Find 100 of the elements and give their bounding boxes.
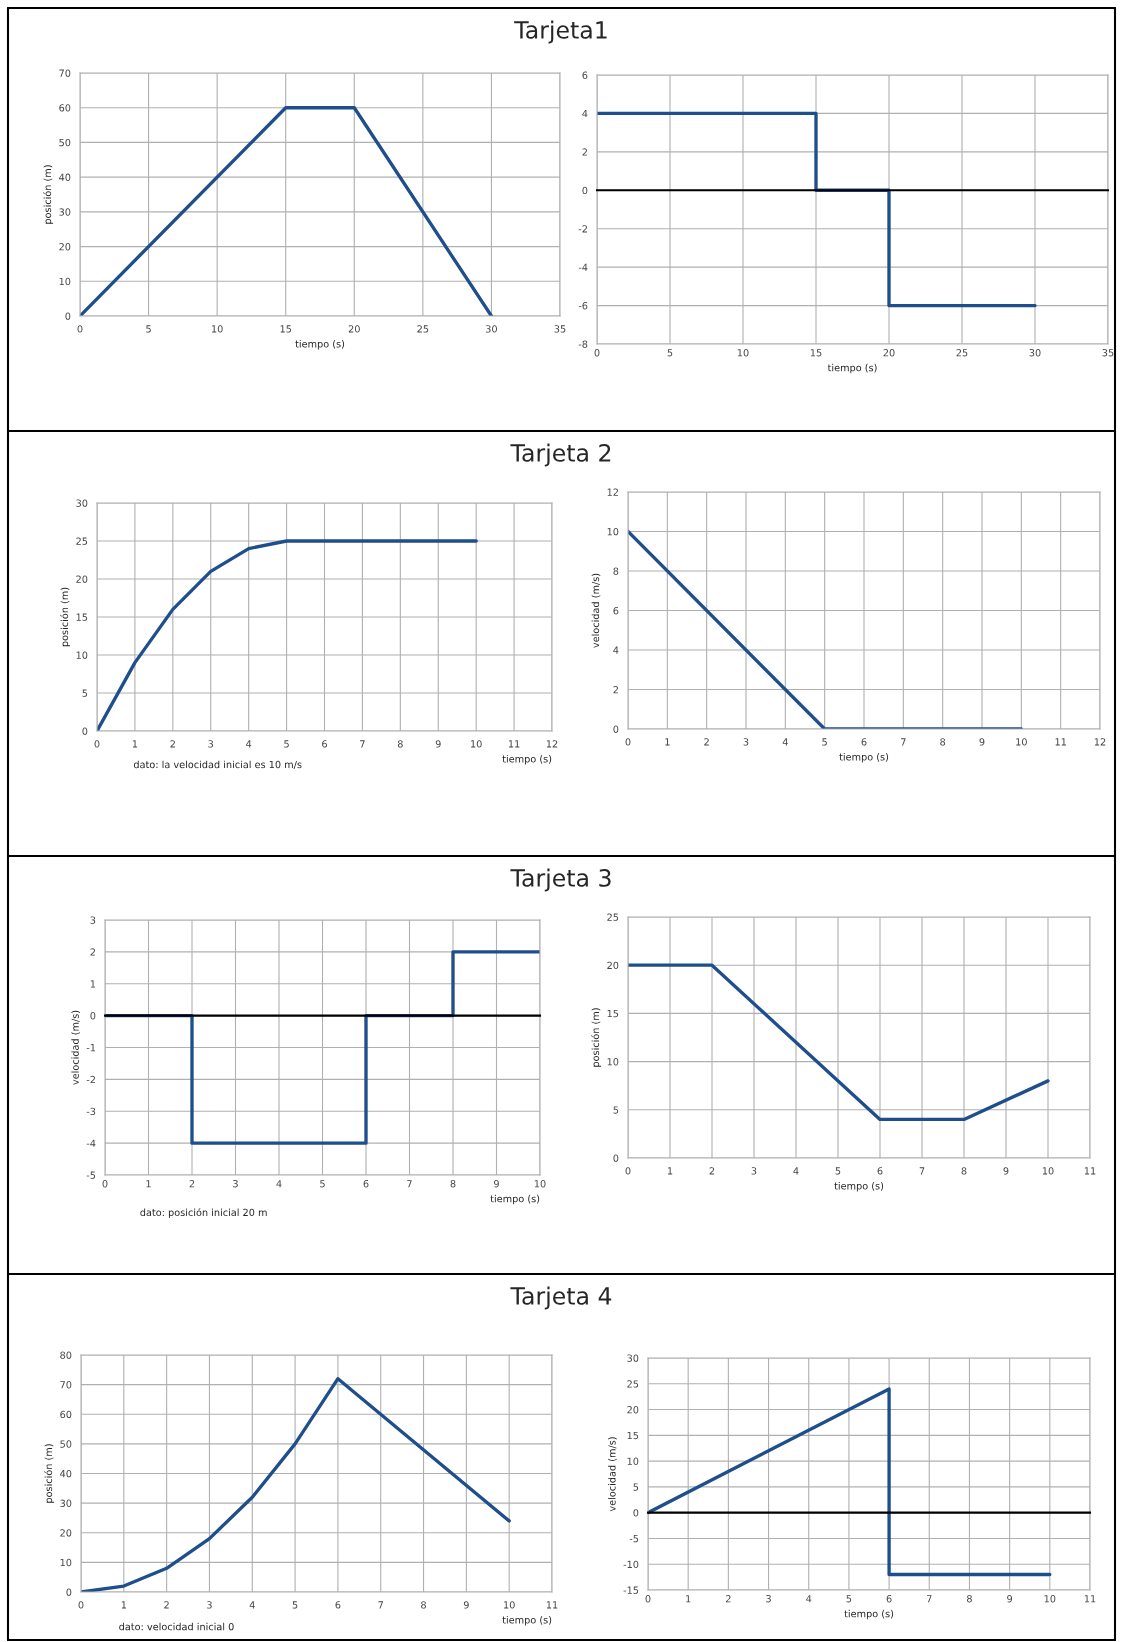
x-tick-label: 0 [594,349,600,357]
x-tick-label: 8 [940,738,946,746]
x-tick-label: 6 [877,1167,883,1175]
x-tick-label: 10 [737,349,749,357]
x-tick-label: 4 [276,1180,282,1188]
x-tick-label: 8 [967,1595,972,1603]
y-tick-label: 15 [607,1010,619,1018]
y-tick-label: 6 [582,71,588,79]
x-tick-label: 10 [1044,1595,1056,1603]
x-axis-title: tiempo (s) [295,339,345,350]
y-tick-label: 1 [90,980,96,988]
y-tick-label: 2 [582,148,587,156]
y-tick-label: 20 [76,575,88,583]
y-tick-label: 0 [613,725,619,733]
x-tick-label: 7 [919,1167,925,1175]
x-tick-label: 6 [322,740,327,748]
y-tick-label: 40 [60,1469,72,1478]
x-tick-label: 1 [146,1180,151,1188]
x-axis-title: tiempo (s) [490,1194,540,1205]
y-tick-label: 30 [59,208,71,216]
y-tick-label: 0 [633,1509,639,1517]
y-tick-label: 50 [59,138,71,147]
y-tick-label: 0 [613,1154,619,1162]
x-tick-label: 5 [146,325,151,333]
y-tick-label: 12 [607,488,618,496]
x-tick-label: 20 [348,325,360,333]
y-tick-label: 5 [82,689,88,697]
x-tick-label: 3 [751,1167,757,1175]
line-series [97,539,478,731]
x-tick-label: 8 [421,1601,426,1609]
y-tick-label: 30 [60,1499,72,1507]
y-tick-label: 20 [59,243,71,251]
x-tick-label: 0 [645,1595,651,1603]
x-tick-label: 10 [504,1601,515,1609]
x-tick-label: 1 [667,1167,673,1175]
x-tick-label: 35 [554,325,566,333]
x-tick-label: 3 [207,1601,212,1609]
y-tick-label: 20 [60,1529,72,1537]
y-tick-label: 15 [627,1431,639,1440]
x-tick-label: 11 [1084,1167,1096,1175]
x-tick-label: 10 [534,1180,546,1188]
y-tick-label: 0 [90,1012,96,1020]
y-tick-label: 25 [76,537,88,545]
x-tick-label: 5 [292,1601,298,1609]
x-tick-label: 8 [397,740,403,748]
x-tick-label: 1 [686,1595,691,1603]
x-tick-label: 0 [102,1180,108,1188]
y-tick-label: 70 [60,1381,72,1389]
text: dato: la velocidad inicial es 10 m/s [133,760,302,769]
x-axis-title: tiempo (s) [839,752,889,763]
x-tick-label: 5 [822,738,827,746]
x-tick-label: 6 [335,1601,341,1609]
y-tick-label: 0 [65,312,71,320]
y-tick-label: 10 [607,1058,619,1066]
x-tick-label: 30 [1029,349,1041,357]
y-tick-label: -4 [86,1139,96,1147]
y-tick-label: -3 [86,1107,96,1116]
x-tick-label: 11 [1055,738,1066,746]
y-tick-label: 2 [90,948,95,956]
line-series [81,1377,511,1592]
y-tick-label: -10 [623,1560,639,1569]
y-axis-title: posición (m) [44,1444,55,1503]
x-tick-label: 2 [709,1167,715,1175]
x-tick-label: 7 [901,738,906,746]
x-tick-label: 10 [212,325,223,333]
x-tick-label: 1 [132,740,138,748]
y-tick-label: 4 [613,646,619,654]
x-tick-label: 6 [886,1595,892,1603]
x-tick-label: 2 [704,738,709,746]
y-tick-label: -2 [578,225,587,233]
y-tick-label: 0 [82,727,88,735]
x-axis-title: tiempo (s) [844,1609,894,1620]
y-tick-label: 0 [66,1588,72,1596]
y-axis-title: velocidad (m/s) [71,1010,80,1085]
y-axis-title: velocidad (m/s) [608,1437,617,1512]
y-tick-label: -4 [578,263,588,271]
x-tick-label: 30 [485,325,497,333]
y-tick-label: 2 [613,685,618,694]
y-tick-label: 60 [60,1410,72,1419]
x-tick-label: 1 [665,738,670,746]
x-tick-label: 25 [956,349,968,357]
y-tick-label: 5 [613,1106,619,1114]
y-tick-label: 10 [607,527,619,536]
x-tick-label: 2 [170,740,175,748]
y-tick-label: 0 [582,186,588,195]
x-tick-label: 4 [249,1601,255,1609]
y-tick-label: 10 [76,651,88,659]
x-tick-label: 2 [164,1601,169,1609]
x-tick-label: 7 [407,1180,412,1188]
x-tick-label: 3 [208,740,214,748]
x-tick-label: 8 [961,1167,967,1175]
y-tick-label: -5 [629,1535,639,1543]
x-tick-label: 10 [471,740,482,748]
x-tick-label: 12 [546,740,558,748]
y-tick-label: -1 [86,1044,96,1052]
y-tick-label: 10 [59,277,71,286]
y-tick-label: 10 [60,1558,72,1567]
y-tick-label: 20 [627,1406,639,1414]
y-tick-label: 30 [627,1354,639,1362]
y-tick-label: 50 [60,1440,72,1448]
